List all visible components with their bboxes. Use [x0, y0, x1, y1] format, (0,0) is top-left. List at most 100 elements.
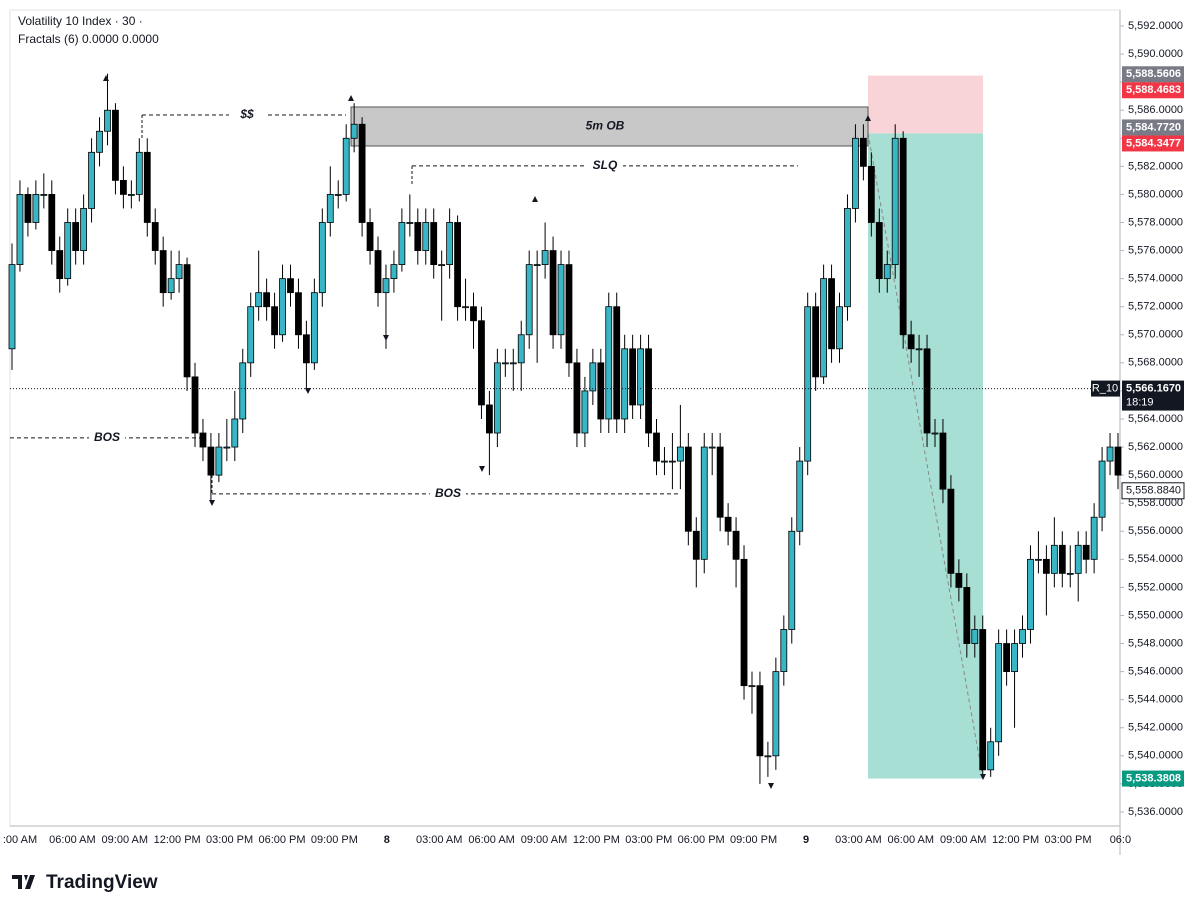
candle-body — [486, 404, 493, 434]
candle-body — [438, 264, 446, 266]
candle-body — [255, 292, 263, 308]
price-badge — [1122, 135, 1184, 152]
candle-body — [350, 123, 358, 139]
candle-body — [716, 446, 724, 518]
x-tick-label: 03:00 PM — [625, 834, 672, 846]
y-tick-label: 5,546.0000 — [1128, 666, 1183, 678]
price-badge-label: 5,588.4683 — [1126, 84, 1181, 96]
candle-body — [1098, 460, 1106, 518]
candle-body — [764, 755, 772, 758]
fractal-marker — [980, 774, 986, 780]
x-tick-label: 03:00 AM — [416, 834, 462, 846]
x-tick-label: 09:00 AM — [521, 834, 567, 846]
annotation-label: $$ — [239, 107, 254, 121]
y-tick-label: 5,568.0000 — [1128, 357, 1183, 369]
y-tick-label: 5,578.0000 — [1128, 216, 1183, 228]
candle-body — [1106, 446, 1114, 462]
candle-body — [422, 222, 430, 251]
candle-body — [1090, 516, 1098, 560]
candle-body — [947, 488, 955, 574]
x-tick-label: 03:00 AM — [835, 834, 881, 846]
y-tick-label: 5,552.0000 — [1128, 581, 1183, 593]
candle-body — [939, 432, 947, 490]
price-badge-label: 5,558.8840 — [1126, 485, 1181, 497]
candle-body — [64, 222, 72, 280]
candles — [8, 73, 1122, 784]
candle-body — [963, 587, 971, 644]
candle-body — [310, 292, 318, 364]
y-tick-label: 5,592.0000 — [1128, 20, 1183, 32]
candle-body — [127, 194, 135, 196]
candle-body — [207, 446, 215, 476]
candle-body — [844, 208, 851, 308]
candle-body — [780, 629, 788, 673]
candle-body — [1058, 544, 1066, 574]
candle-body — [374, 250, 382, 294]
annotation-label: SLQ — [593, 158, 618, 172]
candle-body — [470, 306, 477, 322]
candle-body — [629, 348, 637, 406]
candle-body — [899, 137, 907, 336]
y-tick-label: 5,570.0000 — [1128, 329, 1183, 341]
x-tick-label: 09:00 AM — [102, 834, 148, 846]
candle-body — [430, 222, 438, 265]
candle-body — [1011, 643, 1018, 673]
countdown: 18:19 — [1126, 396, 1154, 408]
x-tick-label: 03:00 PM — [206, 834, 253, 846]
candle-body — [700, 446, 708, 560]
candle-body — [215, 446, 223, 476]
x-tick-label: 12:00 PM — [573, 834, 620, 846]
candle-body — [334, 194, 342, 196]
candle-body — [24, 194, 32, 223]
x-tick-label: :00 AM — [3, 834, 37, 846]
candle-body — [589, 362, 597, 392]
candle-body — [923, 348, 931, 434]
candle-body — [295, 292, 302, 336]
x-tick-label: 8 — [384, 834, 390, 846]
y-tick-label: 5,576.0000 — [1128, 244, 1183, 256]
candle-body — [756, 685, 764, 757]
y-tick-label: 5,548.0000 — [1128, 637, 1183, 649]
y-tick-label: 5,586.0000 — [1128, 104, 1183, 116]
candle-body — [112, 109, 119, 181]
candle-body — [32, 194, 40, 223]
price-badge — [1122, 770, 1184, 787]
candle-body — [72, 222, 80, 251]
x-tick-label: 06:00 AM — [468, 834, 514, 846]
x-tick-label: 12:00 PM — [154, 834, 201, 846]
candle-body — [1003, 643, 1011, 673]
candle-body — [955, 572, 963, 588]
candle-body — [820, 278, 827, 378]
x-tick-label: 06:00 PM — [678, 834, 725, 846]
candle-body — [414, 222, 422, 251]
candle-body — [653, 432, 660, 462]
y-tick-label: 5,562.0000 — [1128, 441, 1183, 453]
candle-body — [676, 446, 684, 462]
x-tick-label: 06:0 — [1110, 834, 1131, 846]
fractal-marker — [532, 196, 538, 202]
candle-body — [875, 222, 883, 280]
price-badge — [1122, 82, 1184, 99]
annotation-bg — [229, 106, 265, 123]
annotation-bg — [587, 157, 623, 174]
candle-body — [573, 362, 581, 434]
candle-body — [645, 348, 652, 434]
candle-body — [613, 306, 621, 420]
candle-body — [56, 250, 64, 280]
y-tick-label: 5,590.0000 — [1128, 48, 1183, 60]
candle-body — [223, 446, 231, 449]
candle-body — [708, 446, 716, 449]
logo-mark — [12, 875, 35, 889]
y-tick-label: 5,580.0000 — [1128, 188, 1183, 200]
x-tick-label: 06:00 AM — [49, 834, 95, 846]
candle-body — [104, 109, 111, 132]
candle-body — [159, 250, 167, 294]
symbol-tag-bg — [1091, 380, 1120, 397]
price-badge — [1121, 482, 1185, 500]
candle-body — [8, 264, 16, 350]
candle-body — [167, 278, 175, 294]
candle-body — [326, 194, 334, 223]
candle-body — [199, 432, 207, 448]
